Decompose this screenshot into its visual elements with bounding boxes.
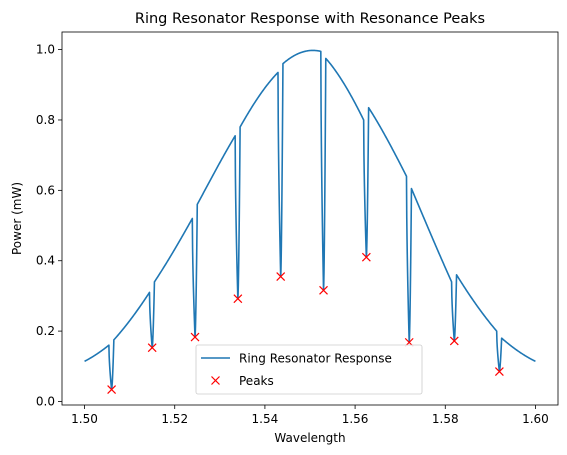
x-axis-label: Wavelength xyxy=(274,431,345,445)
y-axis-label: Power (mW) xyxy=(10,182,24,255)
legend-label-peaks: Peaks xyxy=(239,374,274,388)
axes-frame xyxy=(61,31,559,406)
x-tick-label: 1.58 xyxy=(432,412,459,426)
peak-marker xyxy=(319,285,328,295)
peak-marker xyxy=(276,272,286,281)
y-tick-label: 0.0 xyxy=(36,394,55,408)
peak-marker xyxy=(361,252,371,262)
y-axis: 0.0 0.2 0.4 0.6 0.8 1.0 xyxy=(36,43,62,408)
peak-marker xyxy=(449,336,459,346)
x-tick-label: 1.50 xyxy=(71,412,98,426)
peak-marker xyxy=(233,294,243,304)
x-tick-label: 1.54 xyxy=(252,412,279,426)
response-line xyxy=(84,49,536,391)
plot-area xyxy=(84,49,536,394)
x-tick-label: 1.60 xyxy=(522,412,549,426)
peak-marker xyxy=(190,332,200,342)
x-tick-label: 1.56 xyxy=(342,412,369,426)
chart-title: Ring Resonator Response with Resonance P… xyxy=(135,11,485,27)
x-axis: 1.50 1.52 1.54 1.56 1.58 1.60 xyxy=(71,405,549,426)
y-tick-label: 0.4 xyxy=(36,254,55,268)
y-tick-label: 1.0 xyxy=(36,43,55,57)
y-tick-label: 0.6 xyxy=(36,183,55,197)
peak-marker xyxy=(494,367,504,376)
legend: Ring Resonator Response Peaks xyxy=(195,344,423,395)
legend-x-swatch xyxy=(211,376,220,385)
peak-marker xyxy=(107,385,117,394)
legend-label-response: Ring Resonator Response xyxy=(239,352,392,366)
y-tick-label: 0.8 xyxy=(36,113,55,127)
y-tick-label: 0.2 xyxy=(36,324,55,338)
legend-box xyxy=(195,344,423,395)
x-tick-label: 1.52 xyxy=(161,412,188,426)
peak-marker xyxy=(147,343,157,353)
